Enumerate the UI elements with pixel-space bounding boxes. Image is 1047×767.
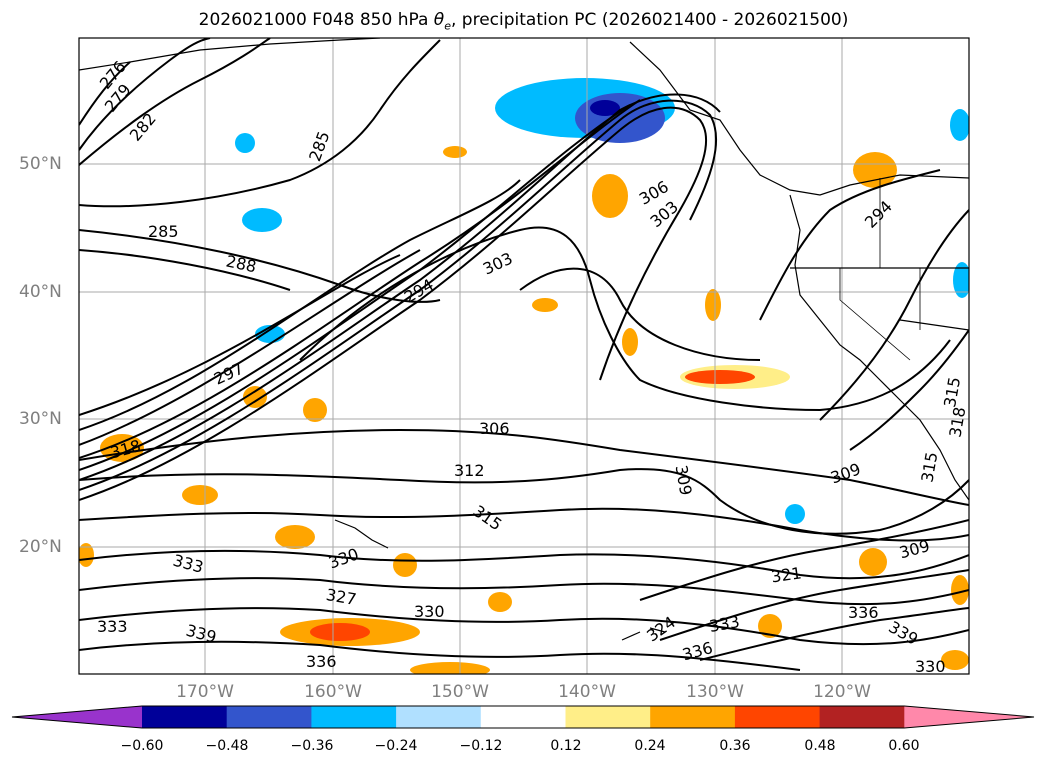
coastlines	[79, 38, 969, 641]
colorbar-tick: 0.12	[550, 738, 582, 754]
lat-label: 30°N	[19, 409, 62, 429]
colorbar-bin	[819, 706, 905, 728]
contour-label: 315	[470, 501, 506, 534]
lon-label: 120°W	[813, 682, 871, 702]
figure-title: 2026021000 F048 850 hPa θe, precipitatio…	[198, 10, 849, 33]
contour-label: 336	[306, 652, 337, 671]
theta-e-contours	[79, 38, 969, 671]
colorbar-over-extension	[904, 706, 1034, 728]
contour-label: 318	[946, 405, 970, 438]
colorbar-tick: 0.60	[888, 738, 920, 754]
political-borders	[839, 178, 921, 361]
colorbar-bin	[480, 706, 566, 728]
lon-label: 140°W	[558, 682, 616, 702]
colorbar	[11, 705, 1035, 729]
colorbar-tick: −0.24	[374, 738, 418, 754]
contour-labels: 276 279 282 285 285 288 294 303 306 303 …	[96, 57, 970, 676]
lon-label: 130°W	[686, 682, 744, 702]
contour-label: 330	[915, 657, 946, 676]
lat-label: 20°N	[19, 537, 62, 557]
contour-label: 285	[148, 222, 179, 241]
colorbar-bin	[142, 706, 228, 728]
colorbar-tick: −0.60	[120, 738, 164, 754]
contour-label: 327	[325, 585, 358, 609]
graticule	[79, 38, 969, 674]
colorbar-bin	[734, 706, 821, 728]
lat-label: 40°N	[19, 282, 62, 302]
lon-label: 150°W	[431, 682, 489, 702]
lon-label: 160°W	[304, 682, 362, 702]
colorbar-bin	[396, 706, 482, 728]
colorbar-tick: 0.24	[634, 738, 666, 754]
contour-label: 333	[708, 612, 741, 636]
contour-label: 321	[770, 563, 803, 586]
contour-label: 285	[305, 129, 333, 164]
colorbar-tick: −0.36	[290, 738, 334, 754]
colorbar-bin	[650, 706, 736, 728]
contour-label: 294	[861, 197, 896, 232]
contour-label: 303	[480, 249, 516, 279]
contour-label: 306	[479, 419, 510, 438]
contour-label: 333	[97, 617, 128, 636]
lat-label: 50°N	[19, 154, 62, 174]
colorbar-bin	[226, 706, 312, 728]
precip-shading	[79, 78, 969, 674]
colorbar-under-extension	[12, 706, 142, 728]
contour-label: 312	[454, 461, 485, 480]
contour-label: 336	[848, 603, 879, 622]
contour-label: 315	[918, 450, 942, 483]
contour-label: 330	[326, 544, 361, 572]
contour-label: 333	[171, 551, 205, 577]
contour-label: 309	[828, 459, 863, 487]
colorbar-bin	[565, 706, 651, 728]
colorbar-tick: −0.12	[459, 738, 503, 754]
contour-label: 324	[643, 612, 679, 645]
colorbar-bin	[311, 706, 397, 728]
colorbar-tick: 0.36	[719, 738, 751, 754]
contour-label: 282	[126, 109, 160, 145]
contour-label: 315	[940, 375, 964, 408]
lon-label: 170°W	[176, 682, 234, 702]
colorbar-outline	[11, 705, 1035, 729]
map-border	[78, 37, 970, 675]
contour-label: 309	[672, 463, 696, 496]
colorbar-tick: −0.48	[205, 738, 249, 754]
contour-label: 330	[414, 602, 445, 621]
colorbar-tick: 0.48	[804, 738, 836, 754]
